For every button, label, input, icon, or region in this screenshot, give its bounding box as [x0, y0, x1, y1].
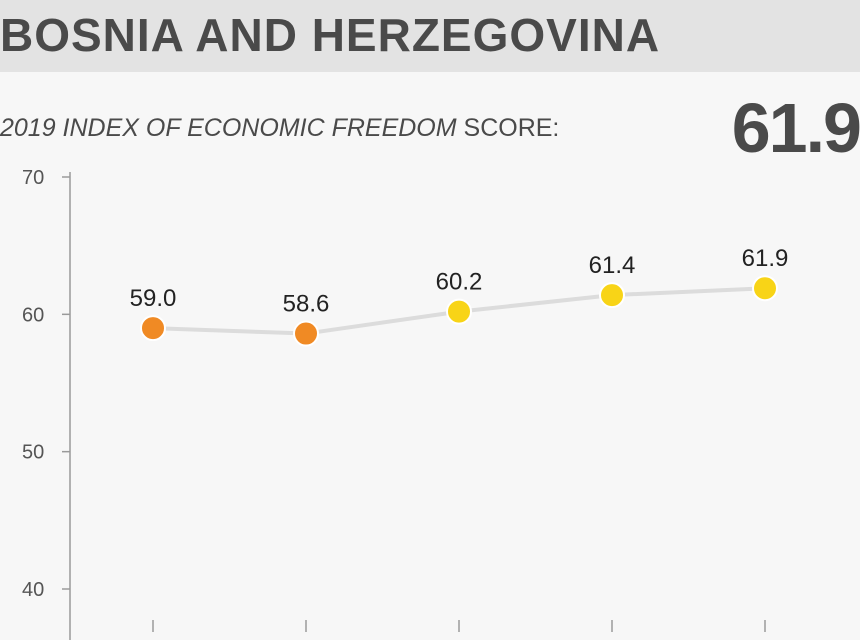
y-tick-label: 70: [22, 167, 44, 189]
data-point: [752, 275, 778, 302]
data-point: [293, 320, 319, 347]
data-label: 61.9: [742, 245, 789, 272]
data-label: 58.6: [283, 291, 330, 318]
data-label: 61.4: [589, 252, 636, 279]
country-title: BOSNIA AND HERZEGOVINA: [0, 9, 661, 61]
overall-score: 61.9: [731, 89, 860, 167]
y-tick-label: 60: [22, 304, 44, 326]
header-band: [0, 0, 860, 72]
y-tick-label: 50: [22, 442, 44, 464]
chart-subtitle: 2019 INDEX OF ECONOMIC FREEDOM SCORE:: [0, 114, 559, 143]
subtitle-score-word: SCORE:: [456, 114, 560, 142]
data-point: [140, 315, 166, 342]
y-tick-label: 40: [22, 579, 44, 601]
data-label: 60.2: [436, 269, 483, 296]
data-point: [599, 282, 625, 309]
subtitle-index-name: 2019 INDEX OF ECONOMIC FREEDOM: [0, 114, 457, 142]
data-point: [446, 298, 472, 325]
data-label: 59.0: [130, 285, 177, 312]
